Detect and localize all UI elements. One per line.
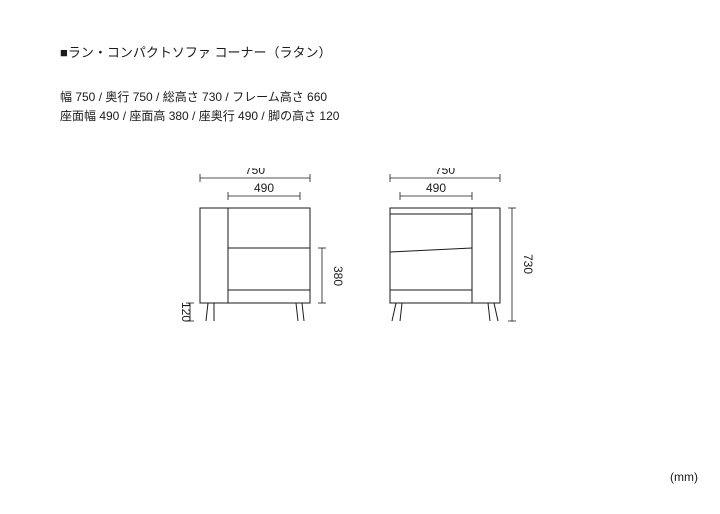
dim-front-120: 120 — [179, 302, 193, 322]
dim-front-490: 490 — [254, 181, 274, 195]
side-view-group: 750 490 — [390, 168, 535, 321]
spec-block: 幅 750 / 奥行 750 / 総高さ 730 / フレーム高さ 660 座面… — [60, 88, 339, 126]
unit-label: (mm) — [670, 470, 698, 484]
page-root: ■ラン・コンパクトソファ コーナー（ラタン） 幅 750 / 奥行 750 / … — [0, 0, 720, 514]
dim-front-750: 750 — [245, 168, 265, 177]
dim-side-730: 730 — [521, 254, 535, 274]
product-title: ■ラン・コンパクトソファ コーナー（ラタン） — [60, 42, 331, 61]
dim-side-750: 750 — [435, 168, 455, 177]
spec-line-2: 座面幅 490 / 座面高 380 / 座奥行 490 / 脚の高さ 120 — [60, 107, 339, 126]
drawings-svg: 750 490 — [160, 168, 580, 368]
spec-line-1: 幅 750 / 奥行 750 / 総高さ 730 / フレーム高さ 660 — [60, 88, 339, 107]
dim-front-380: 380 — [331, 266, 345, 286]
dim-side-490: 490 — [426, 181, 446, 195]
technical-drawings: 750 490 — [160, 168, 580, 368]
front-view-group: 750 490 — [179, 168, 345, 322]
